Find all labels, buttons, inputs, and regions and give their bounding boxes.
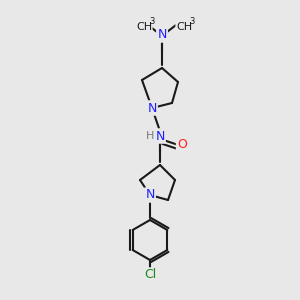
Text: N: N bbox=[155, 130, 165, 142]
Text: N: N bbox=[157, 28, 167, 41]
Text: CH: CH bbox=[176, 22, 192, 32]
Text: H: H bbox=[146, 131, 154, 141]
Text: Cl: Cl bbox=[144, 268, 156, 281]
Text: CH: CH bbox=[136, 22, 152, 32]
Text: O: O bbox=[177, 139, 187, 152]
Text: N: N bbox=[145, 188, 155, 202]
Text: 3: 3 bbox=[149, 16, 155, 26]
Text: N: N bbox=[147, 101, 157, 115]
Text: 3: 3 bbox=[189, 16, 195, 26]
